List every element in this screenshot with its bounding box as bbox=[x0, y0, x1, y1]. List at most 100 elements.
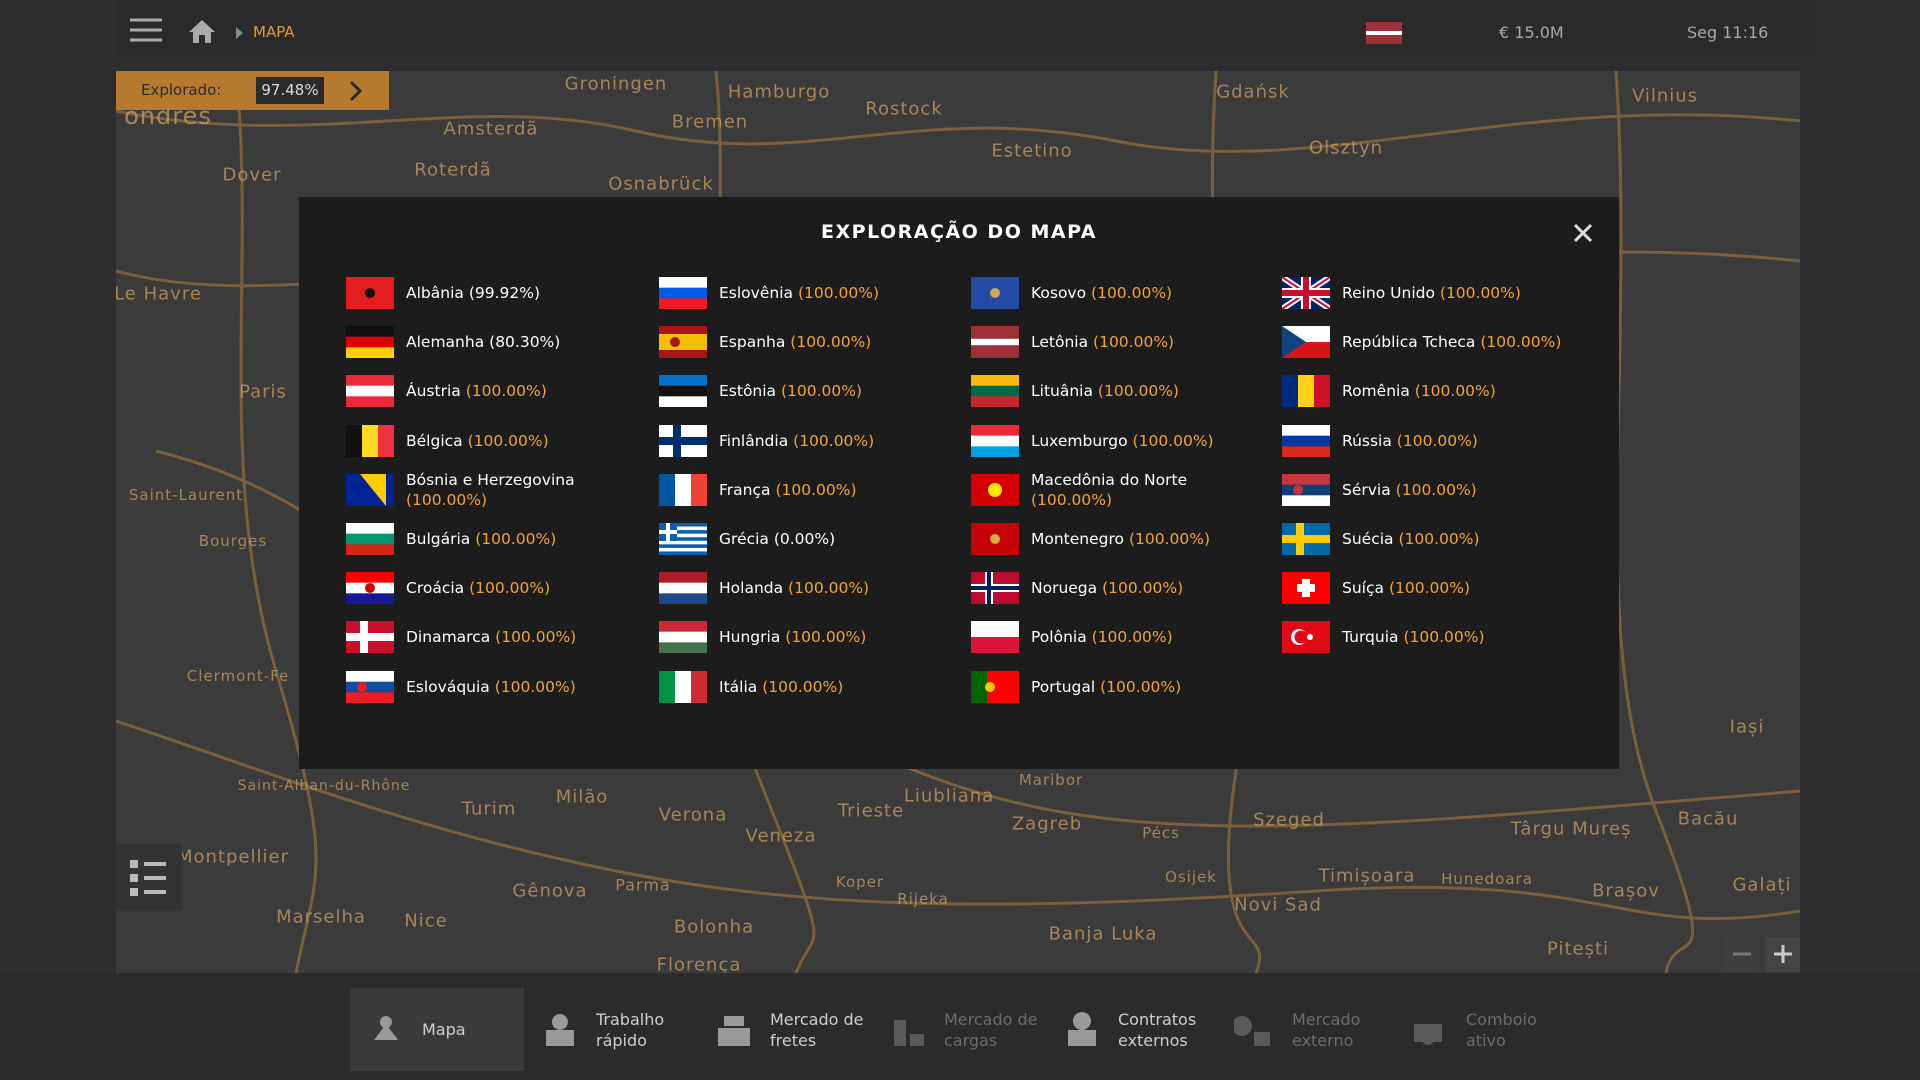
country-percent: (99.92%) bbox=[468, 284, 541, 302]
flag-part bbox=[971, 332, 1019, 340]
country-text: Reino Unido (100.00%) bbox=[1342, 283, 1521, 303]
nav-item[interactable]: Mercado externo bbox=[1220, 988, 1394, 1071]
flag-part bbox=[346, 533, 394, 545]
zoom-in-button[interactable] bbox=[1766, 937, 1800, 971]
map-label: Pécs bbox=[1142, 824, 1180, 842]
zoom-out-button[interactable] bbox=[1725, 937, 1759, 971]
country-percent: (100.00%) bbox=[465, 382, 547, 401]
country-percent: (100.00%) bbox=[1439, 284, 1521, 302]
flag-part bbox=[971, 345, 1019, 353]
country-text: Albânia (99.92%) bbox=[406, 283, 540, 303]
nav-label: Mapa bbox=[422, 1019, 466, 1040]
nav-item[interactable]: Mercado de fretes bbox=[698, 988, 872, 1071]
country-item: Bélgica (100.00%) bbox=[346, 421, 549, 461]
explored-arrow[interactable] bbox=[349, 80, 363, 102]
nav-item[interactable]: Comboio ativo bbox=[1394, 988, 1568, 1071]
country-percent: (100.00%) bbox=[1128, 530, 1211, 548]
country-name: Holanda bbox=[719, 579, 784, 598]
menu-button[interactable] bbox=[130, 17, 162, 43]
flag-part bbox=[971, 637, 1019, 654]
map-label: Bacău bbox=[1677, 808, 1739, 830]
flag-part bbox=[659, 537, 707, 542]
nav-item[interactable]: Mercado de cargas bbox=[872, 988, 1046, 1071]
breadcrumb[interactable]: MAPA bbox=[253, 23, 295, 41]
flag-part bbox=[1282, 326, 1306, 359]
flag-part bbox=[1282, 375, 1299, 408]
flag-part bbox=[971, 621, 1019, 638]
nav-icon bbox=[1414, 1023, 1442, 1045]
country-item: Kosovo (100.00%) bbox=[971, 273, 1172, 313]
close-button[interactable] bbox=[1573, 223, 1593, 243]
map-label: Marselha bbox=[276, 906, 366, 928]
home-button[interactable] bbox=[188, 18, 216, 44]
flag-part bbox=[357, 681, 367, 692]
flag-part bbox=[1282, 445, 1330, 457]
country-percent: (100.00%) bbox=[1093, 333, 1175, 352]
map-label: Turim bbox=[461, 798, 517, 820]
flag bbox=[659, 277, 707, 309]
flag bbox=[1282, 473, 1330, 506]
flag bbox=[659, 572, 707, 605]
flag-part bbox=[346, 593, 394, 605]
flag bbox=[1282, 523, 1330, 555]
flag bbox=[659, 326, 707, 359]
flag bbox=[1282, 375, 1330, 408]
flag-part bbox=[346, 386, 394, 398]
country-name: Turquia bbox=[1342, 628, 1399, 647]
flag-part bbox=[659, 544, 707, 549]
map-label: Szeged bbox=[1253, 809, 1325, 831]
map-label: Clermont-Fe bbox=[186, 667, 290, 685]
country-item: Áustria (100.00%) bbox=[346, 371, 547, 411]
country-text: Estônia (100.00%) bbox=[719, 381, 862, 401]
country-percent: (100.00%) bbox=[788, 579, 870, 598]
country-name: Espanha bbox=[719, 333, 786, 352]
country-name: Montenegro bbox=[1031, 530, 1125, 548]
nav-item[interactable]: Contratos externos bbox=[1046, 988, 1220, 1071]
country-percent: (100.00%) bbox=[495, 628, 577, 647]
flag-part bbox=[659, 632, 707, 644]
nav-item[interactable]: Mapa bbox=[350, 988, 524, 1071]
country-item: Romênia (100.00%) bbox=[1282, 371, 1496, 411]
nav-item[interactable]: Trabalho rápido bbox=[524, 988, 698, 1071]
flag-part bbox=[1307, 634, 1313, 641]
flag-part bbox=[971, 396, 1019, 408]
country-percent: (100.00%) bbox=[1091, 628, 1173, 647]
country-item: Bósnia e Herzegovina (100.00%) bbox=[346, 470, 606, 510]
country-text: Bélgica (100.00%) bbox=[406, 431, 549, 451]
flag-part bbox=[346, 424, 363, 457]
country-percent: (100.00%) bbox=[781, 382, 863, 401]
country-percent: (100.00%) bbox=[790, 333, 872, 352]
flag-part bbox=[985, 681, 995, 692]
flag-part bbox=[346, 633, 394, 642]
flag-part bbox=[659, 642, 707, 654]
flag bbox=[971, 523, 1019, 555]
map-label: Roterdã bbox=[414, 159, 492, 181]
flag-part bbox=[346, 375, 394, 387]
country-name: Áustria bbox=[406, 382, 461, 401]
country-name: Itália bbox=[719, 677, 758, 696]
flag bbox=[346, 473, 394, 506]
country-name: Grécia bbox=[719, 530, 769, 548]
flag-part bbox=[659, 375, 707, 387]
country-text: Noruega (100.00%) bbox=[1031, 578, 1183, 598]
country-text: Eslovênia (100.00%) bbox=[719, 283, 879, 303]
legend-button[interactable] bbox=[116, 844, 182, 910]
country-name: França bbox=[719, 480, 771, 499]
flag-part bbox=[1293, 484, 1303, 495]
country-item: Itália (100.00%) bbox=[659, 667, 843, 707]
map-label: Le Havre bbox=[116, 283, 202, 305]
flag bbox=[971, 375, 1019, 408]
flag-part bbox=[346, 396, 394, 408]
breadcrumb-arrow bbox=[236, 27, 243, 39]
country-name: Dinamarca bbox=[406, 628, 491, 647]
map-label: Dover bbox=[222, 164, 282, 186]
map-label: Novi Sad bbox=[1234, 894, 1322, 916]
country-percent: (100.00%) bbox=[1414, 382, 1496, 401]
country-percent: (100.00%) bbox=[1091, 284, 1173, 302]
flag bbox=[659, 473, 707, 506]
country-item: Suécia (100.00%) bbox=[1282, 519, 1480, 559]
country-item: Estônia (100.00%) bbox=[659, 371, 862, 411]
nav-label-line: Mercado de bbox=[770, 1009, 864, 1029]
country-name: Albânia bbox=[406, 284, 464, 302]
nav-label: Mercado de fretes bbox=[770, 1009, 864, 1051]
